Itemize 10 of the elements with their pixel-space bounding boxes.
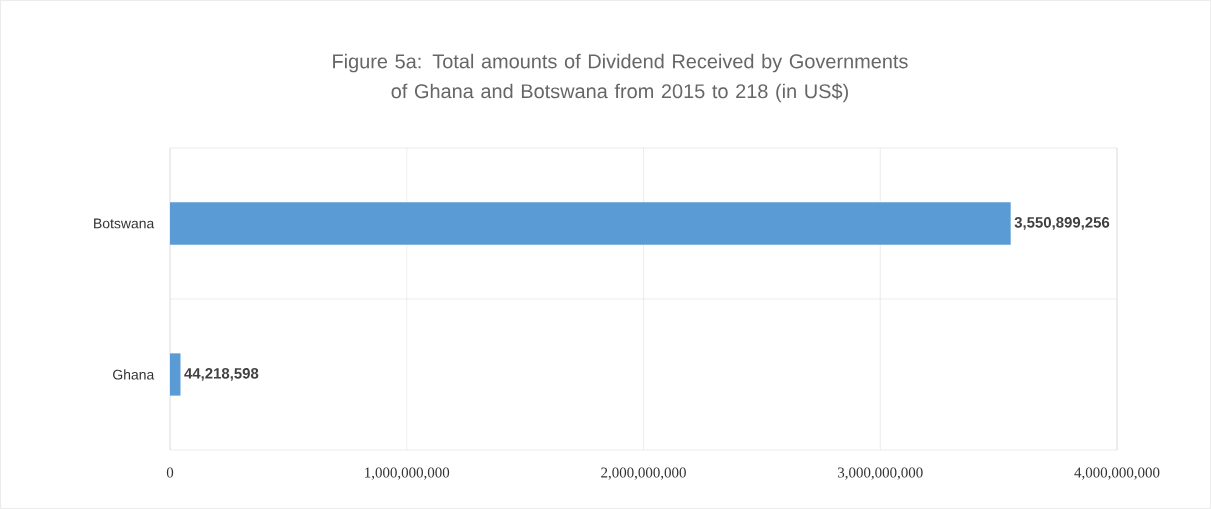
x-tick-label: 4,000,000,000 [1074, 467, 1160, 480]
x-tick-label: 0 [166, 467, 174, 478]
chart-title: Figure 5a: Total amounts of Dividend Received by Governments of Ghana and Botswana from 2015 to 218 (in US$) [333, 53, 908, 103]
x-tick-label: 3,000,000,000 [838, 467, 923, 480]
y-tick-label: Botswana [94, 218, 155, 229]
y-tick-label: Ghana [113, 369, 155, 380]
x-tick-label: 1,000,000,000 [365, 467, 450, 480]
x-tick-label: 2,000,000,000 [601, 467, 686, 480]
data-label: 44,218,598 [184, 368, 259, 381]
data-label: 3,550,899,256 [1014, 217, 1110, 230]
